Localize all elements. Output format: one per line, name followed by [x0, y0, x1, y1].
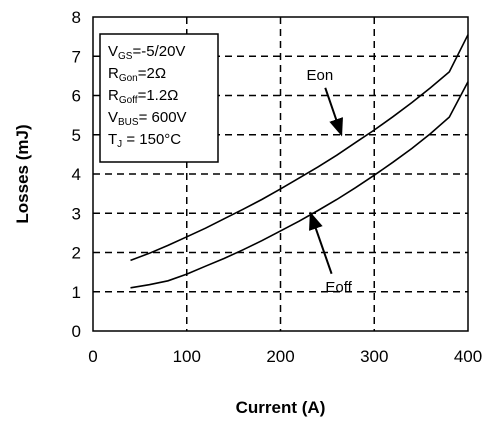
- y-tick-label: 8: [72, 8, 81, 27]
- annotation-arrow: [324, 87, 343, 137]
- y-tick-label: 4: [72, 165, 81, 184]
- tick-labels: 0 1 2 3 4 5 6 7 8 0 100 200 300 400: [72, 8, 483, 366]
- x-axis-label: Current (A): [236, 398, 326, 417]
- series-line-eon: [130, 34, 469, 262]
- condition-box-frame: [99, 33, 219, 163]
- annotations: Eon Eoff: [307, 67, 353, 296]
- series-label-eoff: Eoff: [325, 279, 352, 296]
- series-line-eoff: [130, 81, 469, 289]
- y-tick-label: 3: [72, 204, 81, 223]
- series-lines: [130, 34, 469, 289]
- y-tick-label: 2: [72, 244, 81, 263]
- y-tick-label: 1: [72, 283, 81, 302]
- y-tick-label: 7: [72, 47, 81, 66]
- condition-box: VGS=-5/20V RGon=2Ω RGoff=1.2Ω VBUS= 600V TJ …: [99, 33, 219, 163]
- x-tick-label: 0: [88, 347, 97, 366]
- condition-line: RGoff=1.2Ω: [108, 87, 178, 106]
- plot-area: [92, 16, 469, 332]
- series-label-eon: Eon: [307, 67, 334, 84]
- x-tick-label: 300: [360, 347, 388, 366]
- y-tick-label: 6: [72, 87, 81, 106]
- x-tick-label: 200: [266, 347, 294, 366]
- condition-line: VGS=-5/20V: [108, 43, 185, 62]
- condition-line: VBUS= 600V: [108, 109, 187, 128]
- y-tick-label: 5: [72, 126, 81, 145]
- condition-line: RGon=2Ω: [108, 65, 166, 84]
- x-tick-label: 100: [173, 347, 201, 366]
- x-tick-label: 400: [454, 347, 482, 366]
- condition-line: TJ = 150°C: [108, 131, 181, 150]
- y-tick-label: 0: [72, 322, 81, 341]
- y-axis-label: Losses (mJ): [13, 124, 32, 223]
- annotation-arrow: [309, 211, 333, 275]
